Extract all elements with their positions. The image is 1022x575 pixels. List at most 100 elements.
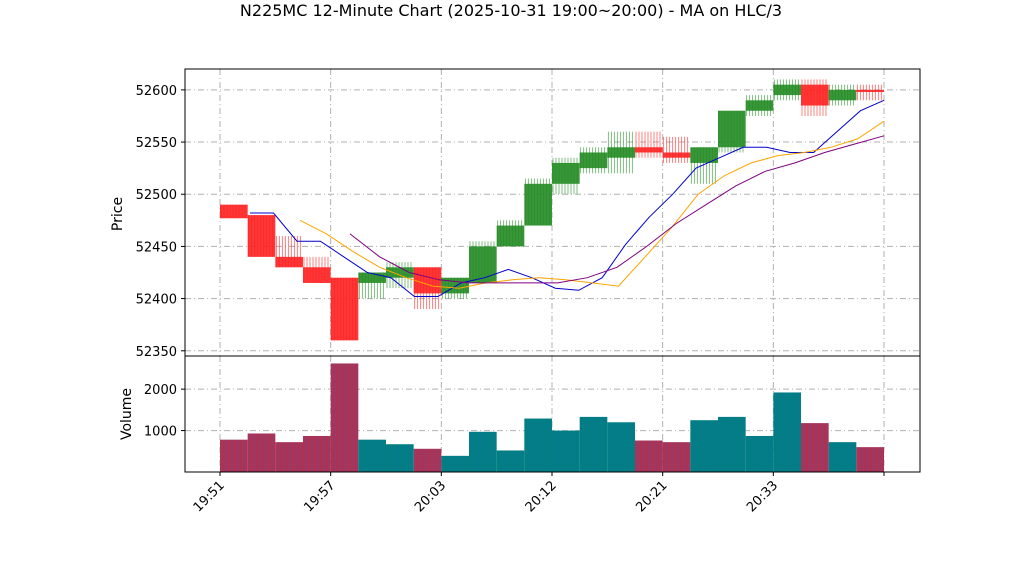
x-tick-label: 19:51 [191,478,228,515]
candle-body [856,89,884,92]
ma-mid-line [299,120,885,289]
volume-bar-fill [413,448,442,472]
x-tick-label: 20:33 [744,478,781,515]
volume-bar-fill [607,422,635,472]
candle [828,84,857,106]
volume-bars [220,363,884,472]
price-panel: 52350 52400 52450 52500 52550 52600 Price [110,68,921,360]
volume-bar [275,442,303,472]
volume-bar [690,420,718,472]
volume-bar [801,423,829,472]
candle [275,235,303,268]
volume-bar-fill [303,435,331,472]
candle-body [690,147,718,163]
volume-tick-label: 1000 [144,425,177,440]
volume-bar-fill [552,430,580,472]
candle [690,147,718,184]
volume-bar [662,442,691,472]
volume-bar-fill [496,450,525,472]
volume-bar [386,444,414,472]
volume-bar [773,392,801,472]
candle [773,79,801,101]
ma-long-line [349,135,885,284]
candle-body [607,147,635,158]
volume-bar [441,455,469,472]
volume-bar-fill [220,439,248,472]
candle-body [745,100,774,111]
volume-bar [579,416,608,472]
volume-bar-fill [662,442,691,472]
volume-bar [856,447,884,472]
candle-body [524,183,552,226]
candle-body [579,152,608,169]
candle [524,178,552,226]
candle-body [386,267,414,278]
candle [579,147,608,174]
volume-bar [358,439,386,472]
candle [552,157,580,195]
candle-body [358,272,386,283]
volume-bar [247,433,276,472]
price-tick-label: 52550 [136,136,177,151]
volume-bar [828,442,857,472]
candle-body [718,110,746,148]
candle-body [247,215,276,257]
x-tick-label: 20:12 [523,478,560,515]
candle-body [635,147,663,153]
candle [303,256,331,283]
candle-body [552,162,580,184]
price-tick-label: 52600 [136,84,177,99]
volume-bar-fill [386,444,414,472]
price-tick-label: 52350 [136,345,177,360]
candle-body [662,152,691,158]
volume-bar-fill [773,392,801,472]
volume-tick-label: 2000 [144,383,177,398]
volume-bar-fill [856,447,884,472]
volume-bar-fill [745,435,774,472]
volume-axis-ticks: 1000 2000 [144,383,185,440]
volume-bar-fill [801,423,829,472]
volume-bar [607,422,635,472]
candle [220,204,248,219]
candle-body [413,267,442,294]
volume-bar [330,363,359,472]
candle-body [220,204,248,219]
candle-body [441,277,469,294]
volume-bar [220,439,248,472]
volume-bar [552,430,580,472]
candle-body [275,256,303,268]
candle-body [773,84,801,96]
candle-body [828,89,857,101]
candle [386,262,414,289]
candle [718,110,746,153]
candle [635,131,663,158]
volume-axis-label: Volume [119,388,135,440]
candle [662,136,691,163]
x-tick-label: 19:57 [301,478,338,515]
volume-bar-fill [469,431,497,472]
x-tick-label: 20:03 [412,478,449,515]
x-tick-label: 20:21 [633,478,670,515]
candle [496,220,525,247]
candle-body [330,277,359,341]
volume-bar-fill [441,455,469,472]
chart-title: N225MC 12-Minute Chart (2025-10-31 19:00… [240,1,782,20]
volume-bar [413,448,442,472]
candle [330,277,359,341]
candle [247,215,276,257]
volume-bar [745,435,774,472]
volume-bar [496,450,525,472]
price-tick-label: 52400 [136,293,177,308]
candle [856,84,884,101]
candle [801,79,829,116]
volume-bar-fill [690,420,718,472]
x-axis-ticks: 19:51 19:57 20:03 20:12 20:21 20:33 [191,472,885,515]
volume-bar [303,435,331,472]
volume-bar-fill [330,363,359,472]
volume-bar-fill [635,440,663,472]
volume-bar [635,440,663,472]
candle-body [801,84,829,106]
price-candles [220,79,884,341]
volume-bar-fill [718,416,746,472]
